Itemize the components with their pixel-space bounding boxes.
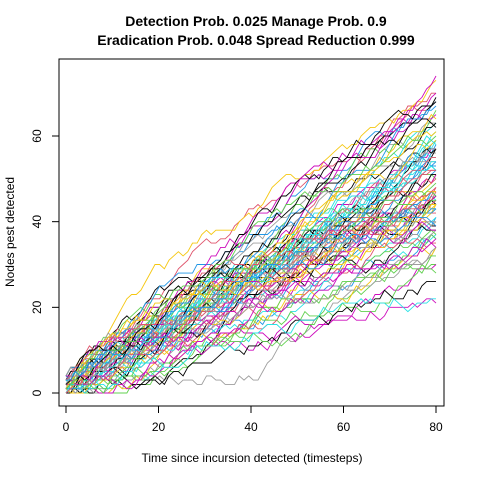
series-line-95 (65, 204, 436, 389)
x-tick-label-40: 40 (244, 420, 258, 434)
y-axis: 0 20 40 60 (30, 129, 60, 396)
x-tick-label-0: 0 (63, 420, 70, 434)
series-line-60 (65, 139, 437, 389)
series-line-66 (65, 238, 436, 389)
series-line-40 (65, 199, 437, 385)
series-line-70 (66, 238, 437, 394)
series-line-79 (65, 139, 437, 385)
series-line-67 (65, 229, 437, 390)
y-tick-label-20: 20 (30, 300, 44, 314)
x-tick-label-60: 60 (337, 420, 351, 434)
series-line-85 (65, 298, 436, 394)
series-line-78 (65, 242, 437, 390)
y-tick-label-60: 60 (30, 129, 44, 143)
x-axis: 0 20 40 60 80 (63, 405, 443, 434)
series-line-96 (65, 216, 436, 385)
y-axis-label: Nodes pest detected (3, 177, 17, 287)
series-line-97 (65, 97, 437, 385)
y-tick-label-0: 0 (30, 389, 44, 396)
x-tick-label-20: 20 (152, 420, 166, 434)
series-line-89 (65, 118, 437, 390)
chart-title-line-1: Detection Prob. 0.025 Manage Prob. 0.9 (125, 13, 387, 29)
series-line-99 (65, 135, 437, 390)
series-line-41 (65, 199, 437, 381)
chart-title-line-2: Eradication Prob. 0.048 Spread Reduction… (97, 32, 415, 48)
series-line-100 (66, 216, 437, 381)
series-group (65, 75, 437, 394)
x-axis-label: Time since incursion detected (timesteps… (142, 451, 363, 465)
series-line-15 (65, 79, 437, 377)
series-line-94 (66, 221, 436, 381)
series-line-90 (65, 169, 436, 381)
y-tick-label-40: 40 (30, 215, 44, 229)
series-line-87 (65, 131, 437, 390)
x-tick-label-80: 80 (429, 420, 443, 434)
